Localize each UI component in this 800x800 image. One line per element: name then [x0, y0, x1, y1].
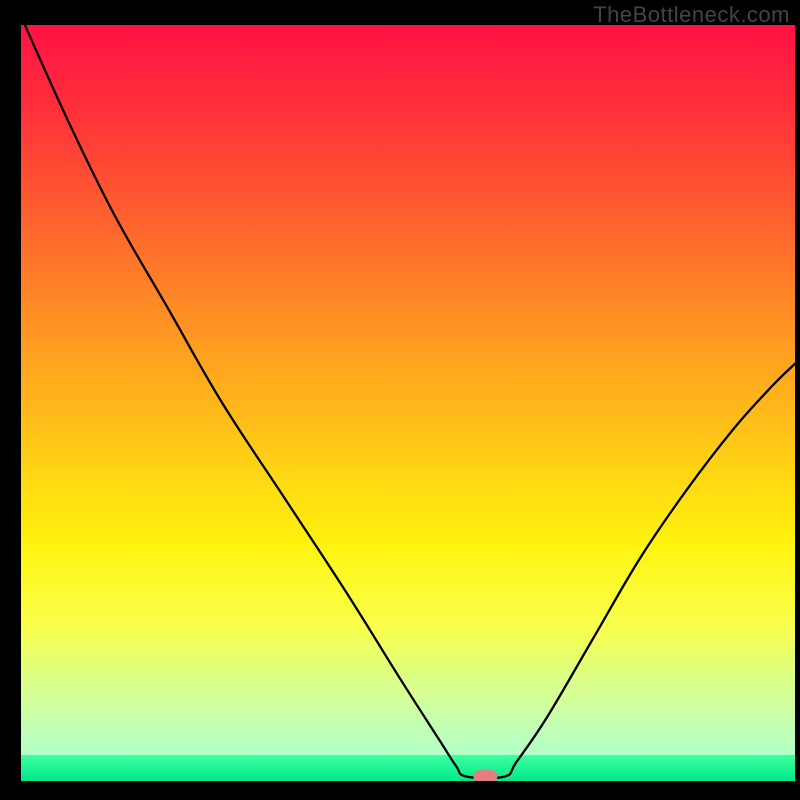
optimal-marker [473, 770, 497, 781]
plot-area [21, 25, 795, 781]
curve-overlay [21, 25, 795, 781]
bottleneck-curve [25, 25, 795, 778]
